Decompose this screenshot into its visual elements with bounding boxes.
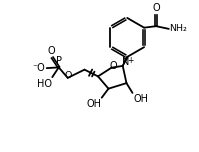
Text: P: P <box>56 56 62 66</box>
Text: +: + <box>127 56 134 66</box>
Text: HO: HO <box>37 79 52 89</box>
Text: N: N <box>123 57 130 67</box>
Text: NH₂: NH₂ <box>169 24 187 33</box>
Text: ⁻O: ⁻O <box>33 63 46 73</box>
Text: OH: OH <box>86 99 101 109</box>
Text: O: O <box>152 3 160 13</box>
Text: O: O <box>48 46 55 56</box>
Text: O: O <box>110 62 117 71</box>
Text: O: O <box>65 71 72 80</box>
Text: OH: OH <box>133 94 148 104</box>
